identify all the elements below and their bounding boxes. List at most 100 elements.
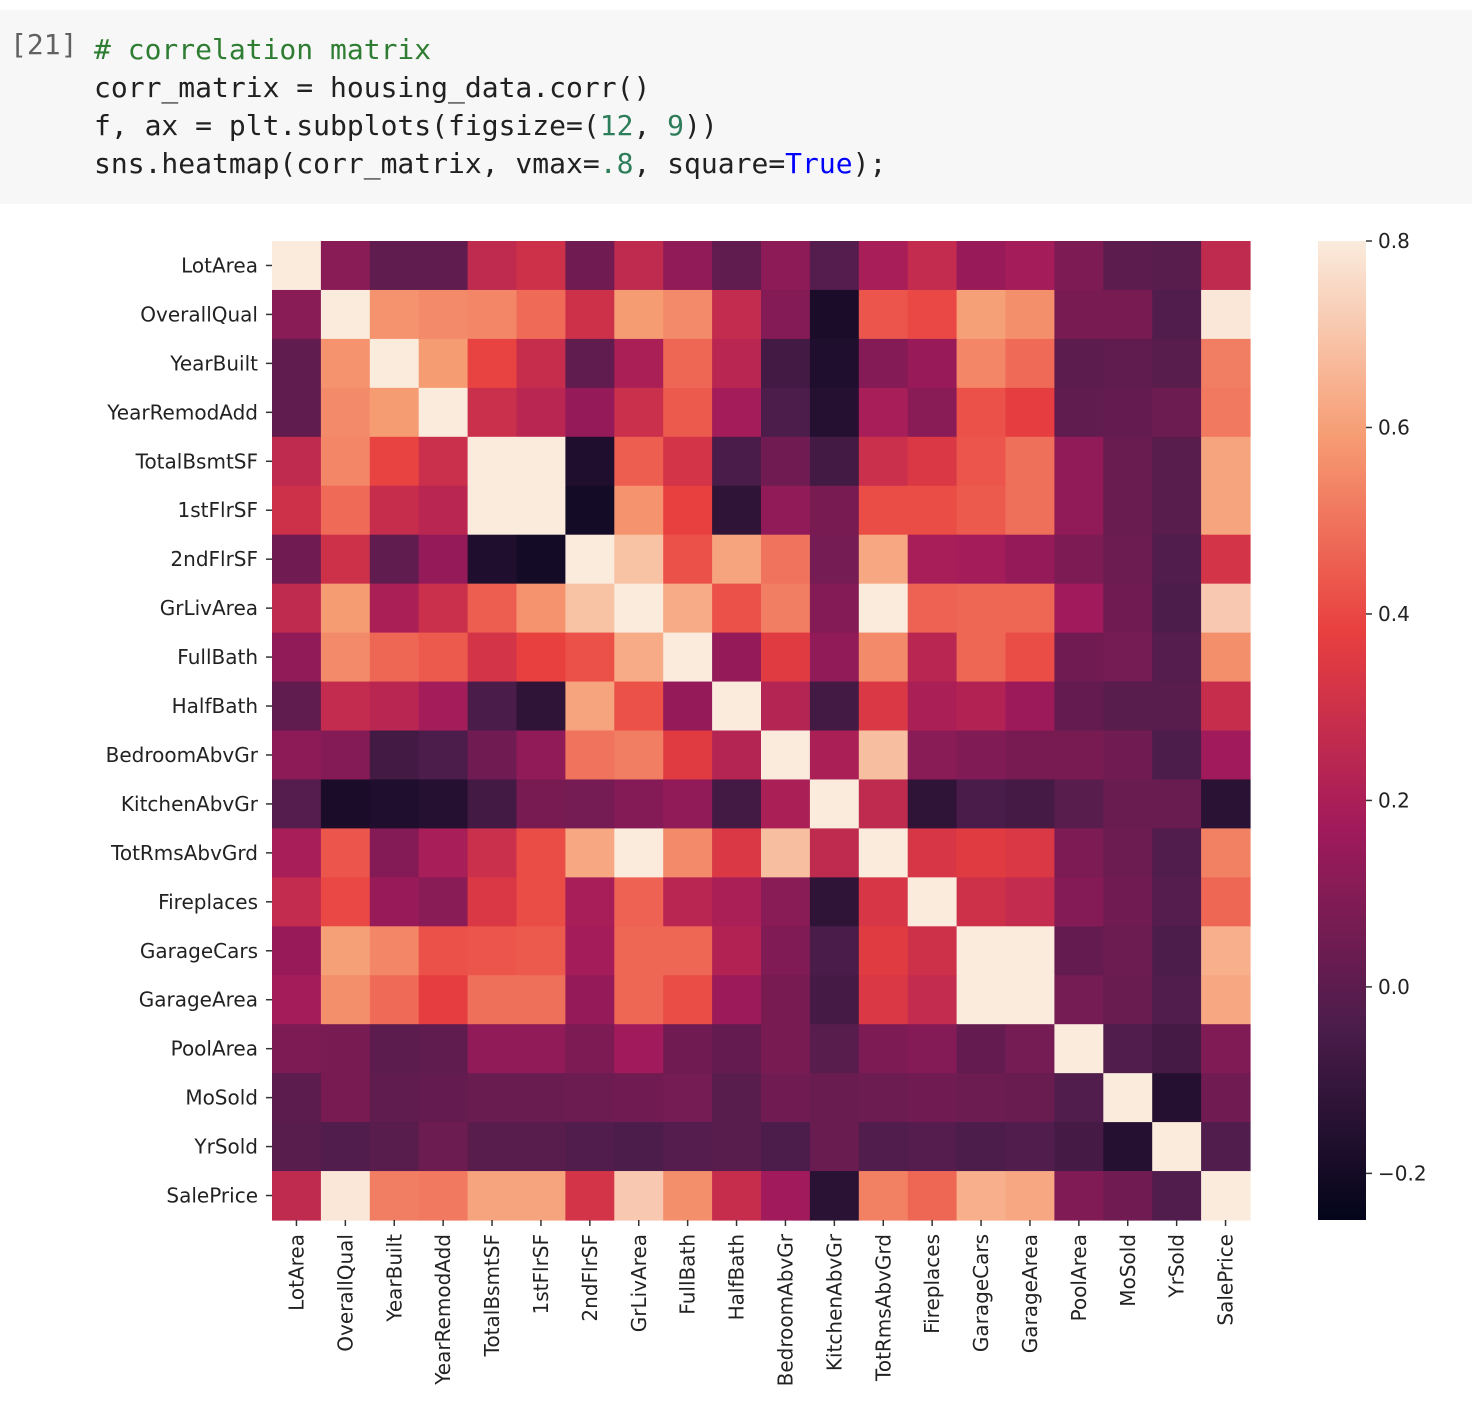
heatmap-cell [761, 1171, 811, 1221]
heatmap-cell [1005, 485, 1055, 536]
colorbar-tick-label: 0.2 [1378, 788, 1410, 812]
heatmap-cell [565, 485, 615, 536]
heatmap-cell [467, 289, 518, 340]
heatmap-cell [1201, 1122, 1251, 1172]
heatmap-cell [614, 730, 664, 781]
heatmap-cell [516, 583, 566, 634]
heatmap-cell [467, 1122, 518, 1172]
heatmap-cell [956, 436, 1007, 487]
heatmap-cell [272, 632, 322, 683]
code-token: ); [852, 147, 887, 180]
heatmap-cell [614, 289, 664, 340]
heatmap-cell [809, 436, 860, 487]
heatmap-cell [1054, 485, 1104, 536]
y-tick-label: YrSold [193, 1135, 258, 1159]
x-tick-label: GrLivArea [627, 1234, 651, 1332]
heatmap-cell [1103, 828, 1153, 878]
heatmap-cell [1005, 926, 1055, 976]
heatmap-cell [663, 828, 713, 878]
heatmap-cell [1005, 1073, 1055, 1123]
heatmap-cell [1005, 436, 1055, 487]
x-tick-label: FullBath [676, 1234, 700, 1315]
heatmap-cell [663, 730, 713, 781]
heatmap-cell [565, 926, 615, 976]
heatmap-cell [907, 730, 958, 781]
heatmap-cell [712, 681, 762, 732]
heatmap-cell [858, 583, 909, 634]
heatmap-cell [956, 387, 1007, 438]
heatmap-cell [1103, 926, 1153, 976]
colorbar-gradient [1318, 241, 1366, 1220]
heatmap-cell [858, 1122, 909, 1172]
heatmap-cell [467, 681, 518, 732]
heatmap-cell [516, 1171, 566, 1221]
heatmap-cell [320, 387, 371, 438]
heatmap-cell [1201, 632, 1251, 683]
heatmap-cell [663, 681, 713, 732]
heatmap-cell [956, 877, 1007, 927]
heatmap-cell [712, 975, 762, 1025]
heatmap-cell [712, 1073, 762, 1123]
heatmap-cell [272, 926, 322, 976]
heatmap-cell [467, 975, 518, 1025]
heatmap-cell [1201, 828, 1251, 878]
heatmap-cell [272, 779, 322, 829]
heatmap-cell [467, 828, 518, 878]
y-tick-label: 1stFlrSF [178, 498, 258, 522]
heatmap-cell [516, 877, 566, 927]
heatmap-cell [467, 485, 518, 536]
heatmap-cell [956, 583, 1007, 634]
heatmap-cell [907, 632, 958, 683]
heatmap-cell [467, 338, 518, 389]
code-cell[interactable] [0, 10, 1472, 204]
heatmap-cell [858, 338, 909, 389]
heatmap-figure: LotArea OverallQual YearBuilt YearRemodAdd T… [106, 229, 1427, 1386]
y-tick-label: LotArea [181, 253, 258, 277]
heatmap-cell [1152, 436, 1202, 487]
heatmap-cell [712, 583, 762, 634]
heatmap-cell [614, 485, 664, 536]
heatmap-cell [1152, 681, 1202, 732]
heatmap-cell [516, 632, 566, 683]
heatmap-cell [761, 289, 811, 340]
heatmap-cell [809, 779, 860, 829]
heatmap-cell [272, 289, 322, 340]
y-tick-label: FullBath [177, 645, 258, 669]
heatmap-cell [565, 1171, 615, 1221]
heatmap-cell [712, 730, 762, 781]
heatmap-cell [565, 730, 615, 781]
heatmap-cell [369, 926, 420, 976]
heatmap-cell [1201, 387, 1251, 438]
heatmap-cell [809, 583, 860, 634]
heatmap-cell [907, 681, 958, 732]
heatmap-cell [956, 534, 1007, 585]
heatmap-cell [1103, 436, 1153, 487]
heatmap-cell [956, 1171, 1007, 1221]
heatmap-cell [858, 289, 909, 340]
heatmap-cell [1054, 1171, 1104, 1221]
heatmap-cell [320, 1024, 371, 1074]
heatmap-cell [467, 583, 518, 634]
heatmap-cell [1054, 289, 1104, 340]
heatmap-cell [320, 877, 371, 927]
heatmap-cell [320, 338, 371, 389]
heatmap-cell [516, 681, 566, 732]
heatmap-cell [712, 485, 762, 536]
heatmap-cell [1152, 534, 1202, 585]
heatmap-cell [858, 1024, 909, 1074]
heatmap-cell [467, 241, 518, 291]
heatmap-cell [1103, 485, 1153, 536]
code-token: f, ax = plt.subplots(figsize=( [94, 109, 600, 142]
heatmap-cell [1005, 877, 1055, 927]
heatmap-cell [1201, 534, 1251, 585]
heatmap-cell [272, 975, 322, 1025]
heatmap-cell [809, 1073, 860, 1123]
heatmap-cell [907, 1122, 958, 1172]
heatmap-cell [1152, 289, 1202, 340]
heatmap-cell [1054, 534, 1104, 585]
heatmap-cell [320, 730, 371, 781]
heatmap-cell [956, 730, 1007, 781]
heatmap-cell [272, 730, 322, 781]
heatmap-cell [663, 1122, 713, 1172]
x-tick-label: KitchenAbvGr [822, 1233, 846, 1371]
